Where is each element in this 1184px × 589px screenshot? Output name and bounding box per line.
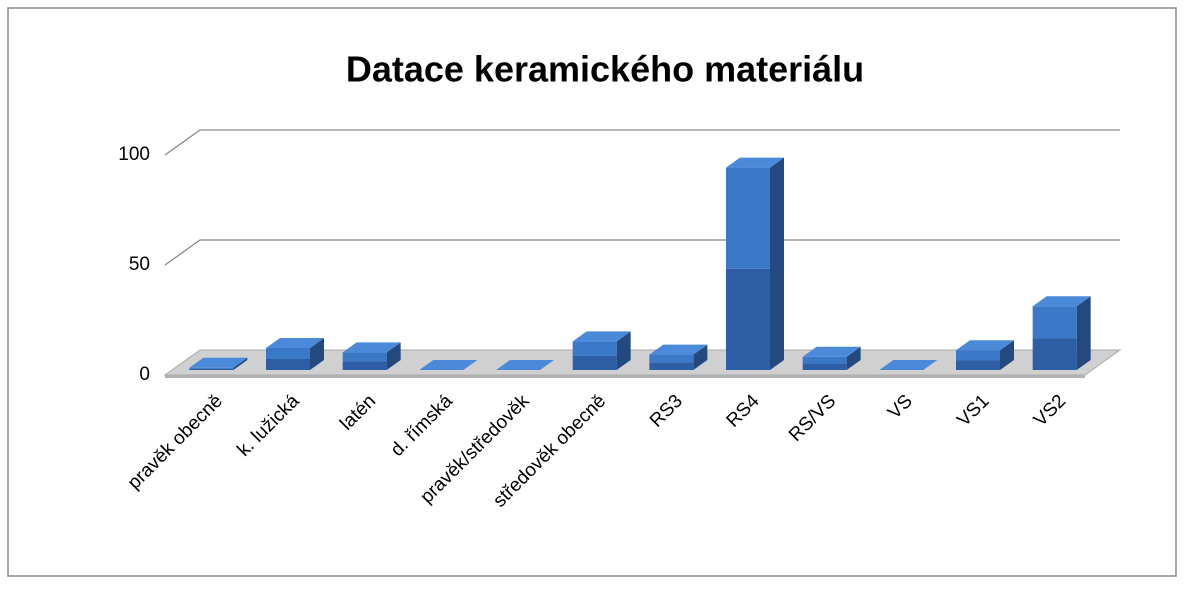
bar-top <box>879 360 938 370</box>
bar <box>1032 296 1091 370</box>
bar-front-lower <box>342 361 387 370</box>
bar <box>342 342 401 370</box>
bar-front-upper <box>189 367 234 369</box>
bar <box>496 360 554 370</box>
bar-top <box>189 357 248 368</box>
bar-front-upper <box>1032 306 1077 339</box>
bar <box>189 357 248 370</box>
bar-front-lower <box>189 368 234 370</box>
chart-frame <box>7 7 1177 577</box>
bar <box>266 338 324 370</box>
bar-front-upper <box>726 167 770 269</box>
bar <box>802 346 861 370</box>
y-tick-label: 50 <box>129 254 150 275</box>
bar-side <box>1000 340 1014 370</box>
bar-top <box>419 360 478 370</box>
bar-side <box>233 357 248 370</box>
bar-front-upper <box>342 352 387 362</box>
bar-side <box>770 157 784 370</box>
bar <box>726 157 784 370</box>
bar <box>879 360 938 370</box>
bar-top <box>572 331 631 342</box>
bar-top <box>802 346 861 357</box>
bar-side <box>386 342 401 370</box>
bar-top <box>649 344 708 355</box>
bar <box>956 340 1014 370</box>
grid-line <box>164 239 1120 266</box>
bar-front-upper <box>802 356 847 364</box>
bar-top <box>956 340 1014 351</box>
bar-top <box>726 157 784 168</box>
bar <box>572 331 631 370</box>
bar-front-upper <box>649 354 694 363</box>
bar-side <box>616 331 631 370</box>
bar-front-lower <box>1032 338 1077 370</box>
bar-front-upper <box>266 348 310 359</box>
bar-side <box>1076 296 1091 370</box>
y-tick-label: 100 <box>118 144 150 165</box>
bar-front-lower <box>726 268 770 370</box>
bar-front-upper <box>956 350 1000 361</box>
bar-front-lower <box>802 363 847 370</box>
bar-front-lower <box>649 362 694 370</box>
bar-front-lower <box>266 359 310 370</box>
bar-front-upper <box>572 341 617 356</box>
bar-top <box>1032 296 1091 307</box>
chart-title: Datace keramického materiálu <box>346 49 864 90</box>
floor-edge <box>165 375 1085 378</box>
bar-side <box>310 338 324 370</box>
bar-side <box>693 344 708 370</box>
bar-front-lower <box>956 360 1000 370</box>
y-tick-label: 0 <box>139 364 150 385</box>
bar-top <box>266 338 324 348</box>
bar-front-lower <box>572 355 617 370</box>
bar-side <box>846 346 861 370</box>
bar-top <box>342 342 401 353</box>
bar <box>419 360 478 370</box>
bar <box>649 344 708 370</box>
bar-top <box>496 360 554 370</box>
grid-line <box>164 129 1120 156</box>
